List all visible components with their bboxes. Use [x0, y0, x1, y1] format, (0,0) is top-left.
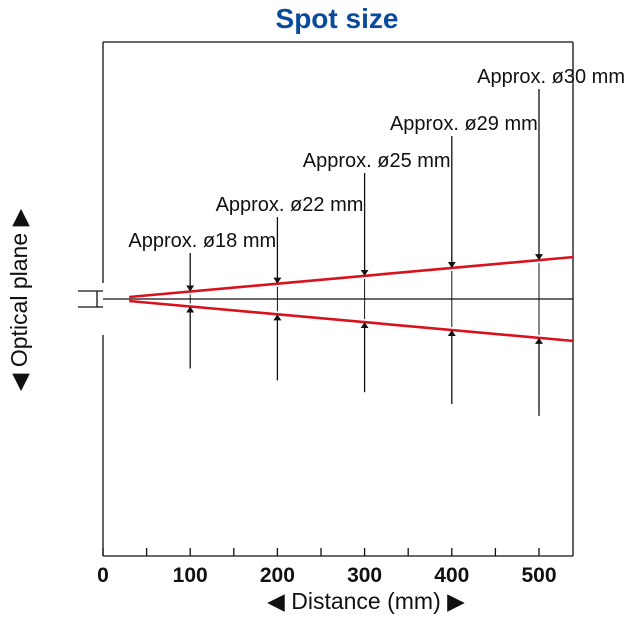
spot-size-label: Approx. ø25 mm: [303, 150, 451, 172]
spot-size-label: Approx. ø30 mm: [477, 66, 625, 88]
x-tick-label: 400: [434, 564, 469, 587]
x-tick-label: 300: [347, 564, 382, 587]
x-tick-label: 0: [97, 564, 109, 587]
x-tick-label: 500: [521, 564, 556, 587]
y-axis-label: ◀ Optical plane ▶: [6, 208, 32, 391]
spot-size-label: Approx. ø18 mm: [128, 230, 276, 252]
plot-frame: [102, 41, 574, 557]
x-tick-label: 200: [260, 564, 295, 587]
chart-title: Spot size: [276, 3, 399, 34]
x-tick-label: 100: [173, 564, 208, 587]
spot-diameter-markers: [186, 89, 543, 416]
spot-size-annotations: Approx. ø18 mm Approx. ø22 mm Approx. ø25 …: [128, 66, 625, 252]
sensor-emitter-icon: [78, 290, 103, 308]
beam-upper-edge: [129, 255, 574, 299]
spot-size-label: Approx. ø22 mm: [216, 194, 364, 216]
x-axis-minor-ticks: [145, 548, 497, 556]
spot-size-label: Approx. ø29 mm: [390, 113, 538, 135]
beam-lower-edge: [129, 299, 574, 343]
x-axis-tick-labels: 0 100 200 300 400 500: [97, 548, 557, 587]
x-axis-label: ◀ Distance (mm) ▶: [267, 588, 465, 614]
